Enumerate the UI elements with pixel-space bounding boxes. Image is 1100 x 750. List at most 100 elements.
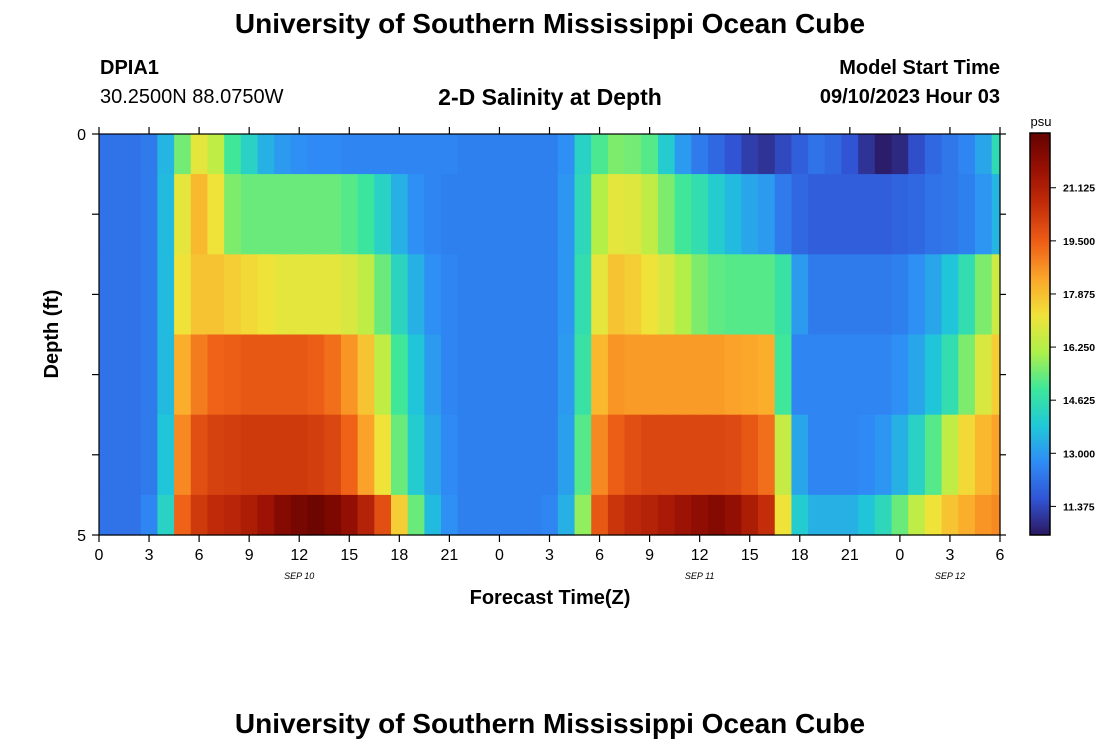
heatmap-cell	[641, 494, 659, 536]
heatmap-cell	[591, 494, 609, 536]
x-tick-label: 3	[545, 547, 554, 564]
colorbar-unit: psu	[1031, 114, 1052, 129]
heatmap-cell	[474, 414, 492, 496]
date-label: SEP 10	[284, 571, 314, 581]
heatmap-cell	[140, 414, 158, 496]
heatmap-cell	[407, 174, 425, 255]
heatmap-cell	[958, 414, 976, 496]
heatmap-cell	[591, 334, 609, 416]
date-label: SEP 11	[685, 571, 715, 581]
heatmap-cell	[307, 134, 325, 175]
heatmap-cell	[774, 334, 793, 416]
heatmap-cell	[474, 174, 492, 255]
heatmap-cell	[157, 334, 175, 416]
heatmap-cell	[874, 134, 893, 175]
heatmap-cell	[491, 334, 509, 416]
heatmap-cell	[290, 414, 309, 496]
heatmap-cell	[424, 414, 442, 496]
heatmap-cell	[124, 494, 142, 536]
heatmap-cell	[741, 254, 759, 336]
heatmap-cell	[424, 494, 442, 536]
x-tick-label: 18	[791, 547, 809, 564]
x-axis: 0 3 6 9 12 15 18 21 0 3 6 9 12 15 18 21 0 3 6 SEP 10 SEP 11 S…	[95, 127, 1005, 581]
heatmap-cell	[758, 134, 776, 175]
heatmap-cell	[524, 254, 542, 336]
heatmap-cell	[441, 414, 459, 496]
heatmap-cell	[474, 334, 492, 416]
heatmap-cell	[557, 174, 576, 255]
heatmap-cell	[924, 334, 943, 416]
heatmap-cell	[824, 334, 843, 416]
heatmap-cell	[224, 174, 242, 255]
heatmap-cell	[708, 134, 726, 175]
heatmap-cell	[974, 334, 993, 416]
heatmap-cell	[874, 254, 893, 336]
heatmap-cell	[691, 254, 709, 336]
heatmap-cell	[841, 334, 859, 416]
heatmap-cell	[991, 174, 1001, 255]
heatmap-cell	[174, 414, 192, 496]
heatmap-cell	[858, 334, 876, 416]
bottom-title: University of Southern Mississippi Ocean…	[234, 708, 866, 739]
heatmap-cell	[274, 134, 292, 175]
heatmap-cell	[207, 414, 225, 496]
heatmap-cell	[541, 334, 559, 416]
heatmap-cell	[874, 334, 893, 416]
heatmap-cell	[741, 414, 759, 496]
heatmap-cell	[858, 414, 876, 496]
heatmap-cell	[457, 134, 476, 175]
heatmap-cell	[307, 174, 325, 255]
heatmap-cell	[641, 414, 659, 496]
heatmap-cell	[174, 174, 192, 255]
heatmap-cell	[974, 134, 993, 175]
heatmap-cell	[858, 134, 876, 175]
heatmap-cell	[841, 254, 859, 336]
heatmap-cell	[958, 254, 976, 336]
heatmap-cell	[541, 414, 559, 496]
heatmap-cell	[357, 494, 375, 536]
heatmap-cell	[324, 134, 342, 175]
heatmap-cell	[841, 174, 859, 255]
heatmap-cell	[507, 174, 526, 255]
y-axis-label: Depth (ft)	[41, 290, 63, 379]
heatmap-cell	[791, 334, 809, 416]
heatmap-cell	[758, 174, 776, 255]
colorbar-tick-label: 19.500	[1063, 236, 1095, 248]
heatmap-cell	[607, 134, 626, 175]
heatmap-cell	[290, 254, 309, 336]
heatmap-cell	[607, 254, 626, 336]
x-tick-label: 3	[945, 547, 954, 564]
heatmap-cell	[891, 334, 909, 416]
heatmap-cell	[741, 334, 759, 416]
heatmap-cell	[691, 494, 709, 536]
heatmap-cell	[124, 174, 142, 255]
heatmap-cell	[591, 414, 609, 496]
heatmap-cell	[324, 254, 342, 336]
heatmap-cell	[557, 494, 576, 536]
heatmap-cell	[99, 174, 108, 255]
heatmap-cell	[424, 254, 442, 336]
heatmap-cell	[407, 134, 425, 175]
heatmap-cell	[374, 334, 392, 416]
heatmap-cell	[174, 134, 192, 175]
heatmap-cell	[324, 334, 342, 416]
heatmap-cell	[974, 254, 993, 336]
heatmap-cell	[557, 414, 576, 496]
heatmap-cell	[574, 254, 592, 336]
heatmap-cell	[491, 414, 509, 496]
heatmap-cell	[457, 334, 476, 416]
heatmap-cell	[891, 254, 909, 336]
heatmap-cell	[808, 254, 826, 336]
heatmap-cell	[824, 254, 843, 336]
heatmap-cell	[457, 174, 476, 255]
heatmap-cell	[274, 414, 292, 496]
heatmap-cell	[257, 494, 275, 536]
heatmap-cell	[99, 254, 108, 336]
heatmap-cell	[174, 334, 192, 416]
heatmap-cell	[624, 414, 642, 496]
heatmap-cell	[607, 174, 626, 255]
heatmap-cell	[891, 134, 909, 175]
model-start-label: Model Start Time	[839, 57, 1000, 79]
heatmap-cell	[124, 414, 142, 496]
